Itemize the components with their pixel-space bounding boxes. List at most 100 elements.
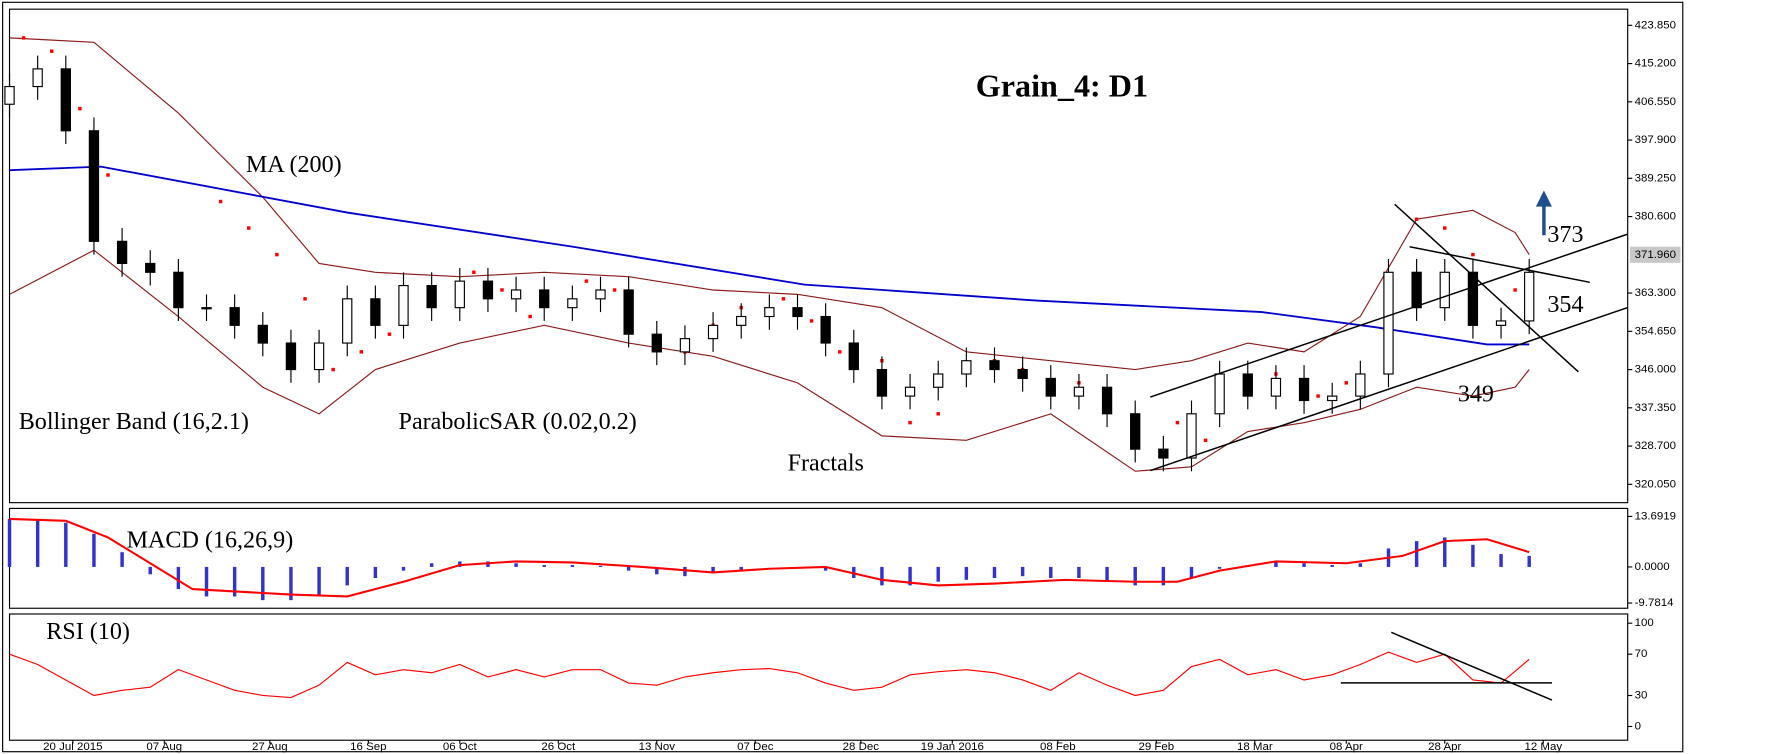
- y-tick-label: 0.0000: [1635, 561, 1670, 573]
- macd-bar: [35, 518, 40, 567]
- macd-bar: [317, 566, 321, 597]
- sar-dot: [584, 279, 589, 283]
- candle-body: [1298, 377, 1310, 402]
- sar-dot: [1443, 226, 1447, 230]
- candle-body: [933, 373, 944, 388]
- candle-body: [1214, 373, 1225, 415]
- candle-body: [1495, 320, 1507, 326]
- candle-body: [482, 280, 494, 300]
- sar-dot: [50, 49, 54, 53]
- bollinger-upper: [9, 37, 1530, 371]
- macd-bar: [1077, 566, 1081, 579]
- sar-dot: [1175, 420, 1180, 425]
- macd-bar: [120, 552, 124, 567]
- y-tick-label: 415.200: [1635, 58, 1676, 70]
- macd-bar: [1499, 554, 1503, 567]
- sar-dot: [528, 314, 532, 319]
- candle-body: [904, 386, 916, 397]
- macd-bar: [148, 566, 152, 575]
- candle-body: [792, 307, 803, 318]
- sar-dot: [106, 173, 110, 177]
- candle-body: [1130, 413, 1141, 450]
- macd-bar: [683, 566, 687, 577]
- candle-body: [88, 130, 100, 242]
- main-panel: [8, 8, 1629, 504]
- y-tick-label: -9.7814: [1635, 597, 1675, 609]
- candle-body: [1383, 271, 1394, 375]
- candle-body: [229, 307, 240, 326]
- sar-dot: [1471, 252, 1475, 257]
- macd-bar: [1443, 537, 1447, 567]
- sar-dot: [809, 319, 814, 323]
- ma-label: MA (200): [246, 152, 342, 178]
- macd-bar: [1358, 563, 1363, 567]
- candle-body: [1411, 271, 1422, 309]
- moving-average: [9, 165, 1530, 346]
- macd-bar: [1105, 566, 1109, 582]
- macd-bar: [289, 566, 293, 601]
- candle-body: [623, 289, 634, 335]
- x-tick-label: 07 Dec: [737, 741, 774, 753]
- candle-body: [426, 284, 437, 309]
- y-tick-label: 0: [1635, 721, 1641, 733]
- macd-bar: [1527, 555, 1531, 567]
- last-price-label: 371.960: [1635, 249, 1676, 261]
- sar-dot: [275, 252, 279, 257]
- macd-bar: [1049, 566, 1053, 579]
- macd-bar: [964, 566, 969, 580]
- macd-bar: [514, 563, 518, 567]
- macd-bar: [401, 566, 406, 571]
- trend-line: [1409, 246, 1590, 284]
- macd-bar: [1020, 566, 1025, 577]
- rsi-panel: [8, 613, 1629, 741]
- y-tick-label: 328.700: [1635, 440, 1676, 452]
- candle-body: [510, 289, 522, 300]
- candle-body: [116, 240, 128, 265]
- x-tick-label: 08 Feb: [1040, 741, 1076, 753]
- macd-bar: [429, 563, 434, 567]
- x-tick-label: 19 Jan 2016: [921, 741, 984, 753]
- macd-bar: [626, 566, 631, 571]
- y-tick-label: 406.550: [1635, 96, 1676, 108]
- candle-body: [539, 289, 550, 309]
- candle-body: [736, 315, 747, 326]
- macd-bar: [1217, 566, 1222, 569]
- candle-body: [679, 338, 691, 353]
- level-label: 354: [1547, 292, 1583, 318]
- candle-body: [876, 368, 888, 397]
- arrow: [1535, 190, 1552, 236]
- y-tick-label: 30: [1635, 690, 1648, 702]
- macd-bar: [1414, 541, 1419, 567]
- sar-dot: [908, 420, 912, 425]
- candle-body: [173, 271, 184, 309]
- macd-bar: [232, 566, 237, 597]
- macd-bar: [204, 566, 209, 597]
- x-tick-label: 27 Aug: [252, 741, 288, 753]
- macd-bar: [908, 566, 912, 586]
- candle-body: [201, 307, 212, 310]
- macd-bar: [1161, 566, 1166, 586]
- candle-body: [370, 298, 381, 326]
- macd-bar: [373, 566, 378, 579]
- x-tick-label: 07 Aug: [146, 741, 182, 753]
- x-tick-label: 18 Mar: [1237, 741, 1273, 753]
- candle-body: [454, 280, 465, 309]
- y-tick-label: 70: [1635, 648, 1648, 660]
- candle-body: [1439, 271, 1450, 309]
- y-tick-label: 397.900: [1635, 134, 1676, 146]
- candle-body: [764, 307, 775, 318]
- candle-body: [342, 298, 353, 344]
- candle-body: [257, 324, 268, 344]
- trend-lines: [1150, 203, 1628, 701]
- macd-bar: [880, 566, 884, 586]
- trend-line: [1150, 233, 1628, 398]
- macd-bar: [823, 566, 828, 571]
- candle-body: [567, 298, 578, 309]
- candle-body: [989, 360, 1000, 371]
- candle-body: [1327, 395, 1338, 402]
- x-tick-label: 12 May: [1524, 741, 1562, 753]
- macd-bar: [92, 533, 96, 567]
- candle-body: [1524, 271, 1535, 322]
- sar-dot: [21, 36, 26, 40]
- macd-bar: [345, 566, 349, 586]
